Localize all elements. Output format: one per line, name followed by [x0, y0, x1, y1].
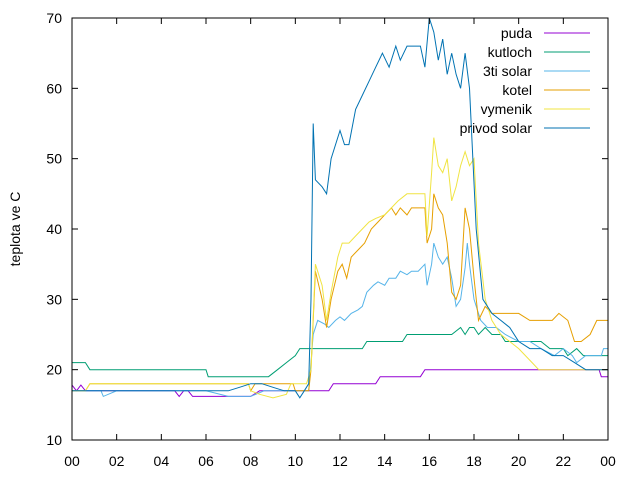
x-tick-label: 00	[600, 453, 616, 469]
series-line-kutloch	[72, 326, 608, 378]
y-axis-title: teplota ve C	[7, 192, 23, 267]
series-layer	[71, 17, 608, 399]
y-tick-label: 70	[46, 10, 62, 26]
y-tick-label: 10	[46, 432, 62, 448]
x-tick-label: 08	[243, 453, 259, 469]
x-tick-label: 18	[466, 453, 482, 469]
series-line-3ti-solar	[72, 242, 608, 398]
series-line-vymenik	[72, 137, 608, 399]
x-tick-label: 10	[288, 453, 304, 469]
x-tick-label: 12	[332, 453, 348, 469]
y-tick-label: 50	[46, 151, 62, 167]
x-tick-label: 02	[109, 453, 125, 469]
y-tick-label: 40	[46, 221, 62, 237]
legend-label-kotel: kotel	[502, 82, 532, 98]
x-tick-label: 06	[198, 453, 214, 469]
legend-label-privod-solar: privod solar	[460, 120, 533, 136]
series-line-privod-solar	[72, 17, 608, 399]
y-tick-label: 30	[46, 291, 62, 307]
legend-label-3ti-solar: 3ti solar	[483, 63, 532, 79]
x-tick-label: 14	[377, 453, 393, 469]
legend-label-kutloch: kutloch	[488, 44, 532, 60]
y-tick-label: 20	[46, 362, 62, 378]
legend-label-vymenik: vymenik	[481, 101, 533, 117]
legend: puda kutloch 3ti solar kotel vymenik privod s…	[460, 25, 590, 136]
legend-label-puda: puda	[501, 25, 532, 41]
x-tick-label: 00	[64, 453, 80, 469]
x-tick-label: 20	[511, 453, 527, 469]
y-tick-label: 60	[46, 80, 62, 96]
x-tick-label: 16	[422, 453, 438, 469]
x-tick-label: 04	[154, 453, 170, 469]
x-tick-label: 22	[556, 453, 572, 469]
